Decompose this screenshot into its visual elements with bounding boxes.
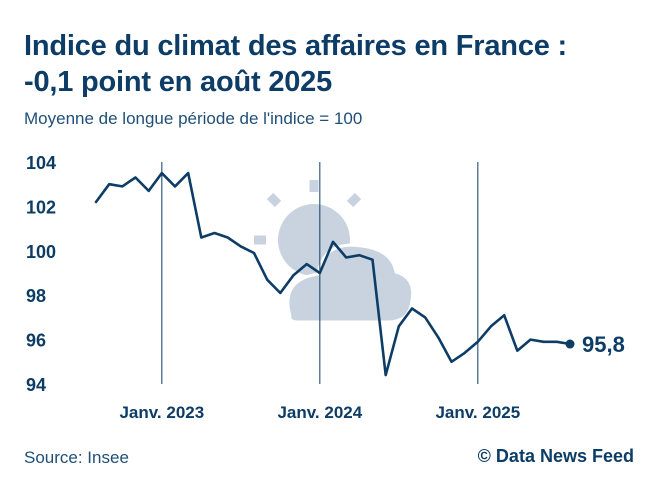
y-axis-tick-label: 94 <box>26 375 46 395</box>
source-note: Source: Insee <box>24 448 129 467</box>
x-axis-labels: Janv. 2023 Janv. 2024 Janv. 2025 <box>119 403 520 422</box>
y-axis-tick-label: 102 <box>26 197 56 217</box>
chart-title-line-2: -0,1 point en août 2025 <box>24 66 333 98</box>
last-value-marker <box>565 339 575 349</box>
x-axis-tick-label: Janv. 2023 <box>119 403 204 422</box>
y-axis-tick-label: 98 <box>26 286 46 306</box>
last-value-label: 95,8 <box>582 332 625 357</box>
y-axis-tick-labels: 104 102 100 98 96 94 <box>26 153 56 395</box>
chart-subtitle: Moyenne de longue période de l'indice = … <box>24 109 363 128</box>
series-line <box>94 171 572 377</box>
chart-title: Indice du climat des affaires en France … <box>24 28 644 100</box>
chart-title-line-1: Indice du climat des affaires en France … <box>24 30 567 62</box>
y-axis-tick-label: 100 <box>26 242 56 262</box>
y-axis-tick-label: 104 <box>26 153 56 173</box>
credit-text: © Data News Feed <box>477 446 634 466</box>
cloud-shape <box>286 243 415 324</box>
sun-ray <box>266 192 282 208</box>
sun-behind-cloud-icon <box>254 180 415 324</box>
series-group: 95,8 <box>94 171 625 377</box>
x-axis-tick-label: Janv. 2025 <box>435 403 520 422</box>
x-axis-tick-label: Janv. 2024 <box>277 403 362 422</box>
sun-ray <box>346 192 362 208</box>
y-axis-tick-label: 96 <box>26 331 46 351</box>
